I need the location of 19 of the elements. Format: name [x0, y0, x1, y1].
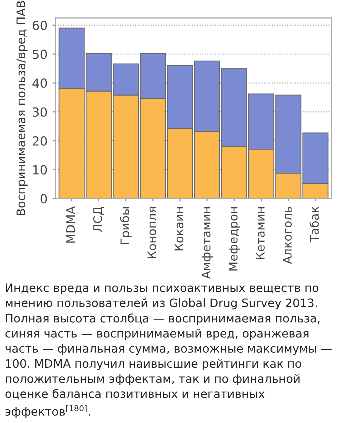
y-axis-title: Воспринимаемая польза/вред ПАВ: [16, 1, 28, 216]
x-tick-label: MDMA: [66, 206, 76, 243]
y-tick-label: 40: [32, 78, 48, 88]
y-tick-label: 60: [32, 20, 48, 30]
x-tick-label: Табак: [310, 206, 320, 243]
x-tick-label: Грибы: [120, 208, 132, 244]
y-tick-label: 10: [33, 165, 48, 175]
x-tick-label: Мефедрон: [229, 208, 240, 271]
x-tick-label: Амфетамин: [202, 208, 214, 280]
y-tick-label: 50: [33, 50, 48, 60]
x-tick-label: Кокаин: [174, 208, 184, 251]
y-tick-label: 20: [32, 136, 48, 146]
y-tick-label: 30: [33, 108, 48, 118]
y-tick-label: 0: [40, 194, 48, 204]
x-tick-label: Кетамин: [256, 208, 265, 260]
x-tick-label: ЛСД: [93, 207, 104, 232]
x-tick-label: Алкоголь: [283, 207, 292, 264]
x-tick-label: Конопля: [148, 207, 157, 258]
text: Индекс вреда и пользы психоактивных веществ по мнению пользователей из Global Drug Survey 2013. Полная высота столбца — воспринимаемая польза, синяя часть — воспринимаемый вред, оранжевая часть — финальная сумма, возможные максимумы — 100. MDMA получил наивысшие рейтинги как по положительным эффектам, так и по финальной оценке баланса позитивных и негативных эффектов$^{[180]}$.: [6, 284, 332, 418]
